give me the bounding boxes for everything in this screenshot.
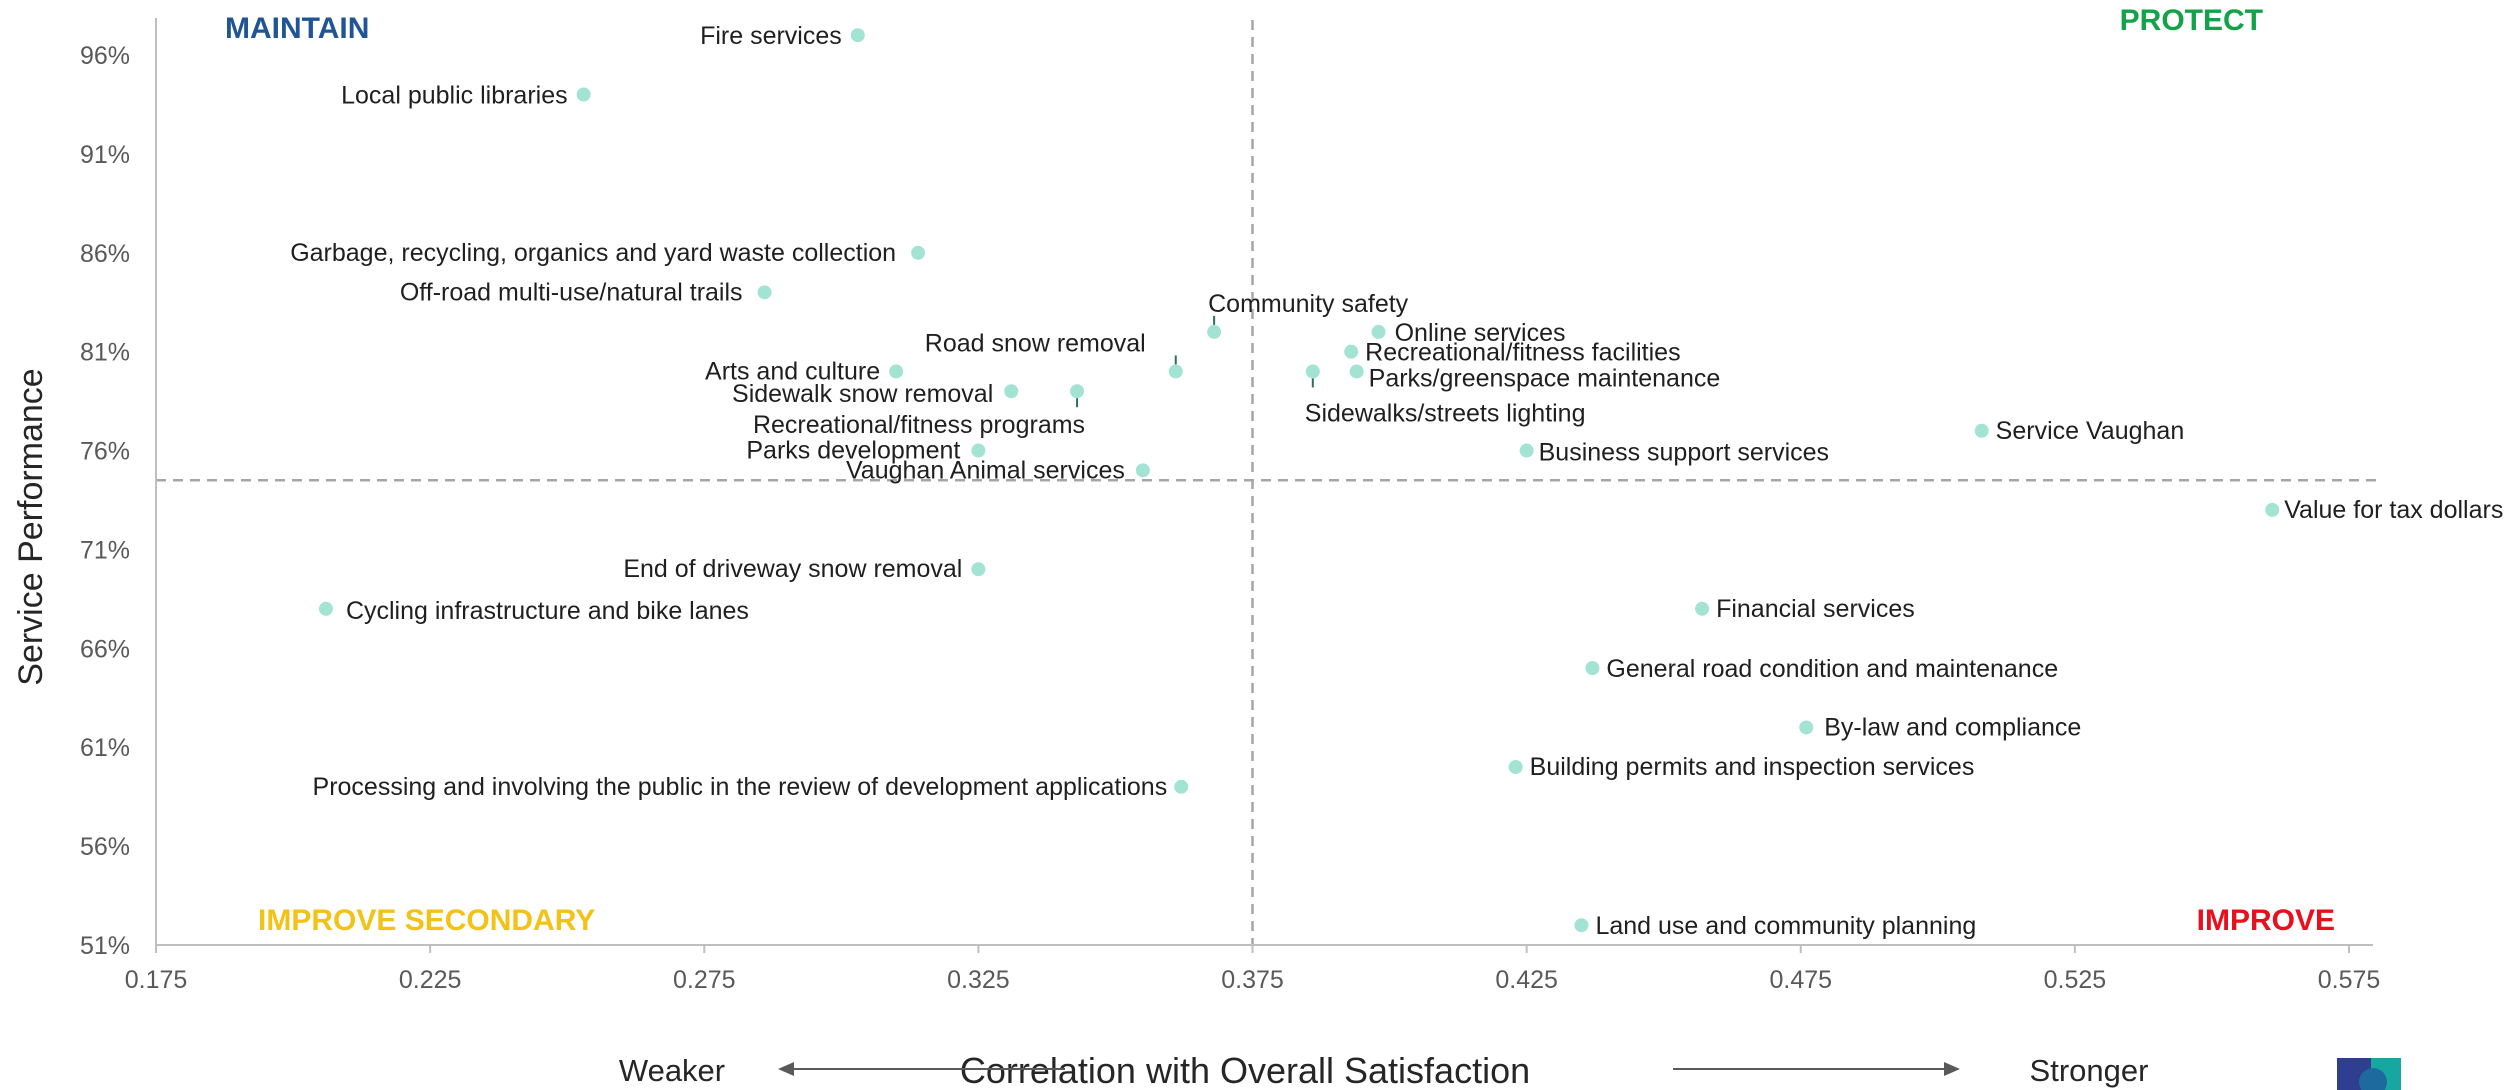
quadrant-label-protect: PROTECT bbox=[2120, 4, 2263, 37]
data-point-label: Building permits and inspection services bbox=[1530, 753, 1975, 781]
quadrant-label-improve: IMPROVE bbox=[2197, 904, 2335, 937]
data-point-label: Land use and community planning bbox=[1595, 912, 1976, 940]
quadrant-labels: MAINTAIN PROTECT IMPROVE SECONDARY IMPROVE bbox=[225, 4, 2335, 937]
data-point bbox=[889, 364, 904, 379]
data-point bbox=[1070, 384, 1085, 399]
data-point bbox=[1207, 324, 1222, 339]
data-point-label: By-law and compliance bbox=[1824, 713, 2081, 741]
reference-lines bbox=[156, 20, 2380, 945]
data-point-label: General road condition and maintenance bbox=[1606, 655, 2058, 683]
data-point bbox=[971, 562, 986, 577]
data-point-label: Sidewalks/streets lighting bbox=[1305, 399, 1586, 427]
x-tick-label: 0.525 bbox=[2044, 966, 2107, 994]
data-point-label: Recreational/fitness facilities bbox=[1365, 339, 1680, 367]
data-point bbox=[1974, 423, 1989, 438]
data-point-label: Local public libraries bbox=[341, 82, 568, 110]
y-tick-label: 96% bbox=[80, 42, 130, 70]
y-tick-label: 71% bbox=[80, 536, 130, 564]
x-tick-label: 0.575 bbox=[2318, 966, 2381, 994]
x-tick-label: 0.475 bbox=[1769, 966, 1832, 994]
x-tick-label: 0.325 bbox=[947, 966, 1010, 994]
data-point bbox=[1695, 601, 1710, 616]
data-point bbox=[1349, 364, 1364, 379]
data-point-label: End of driveway snow removal bbox=[623, 555, 962, 583]
data-point-label: Processing and involving the public in t… bbox=[313, 773, 1168, 801]
data-point-label: Vaughan Animal services bbox=[846, 456, 1125, 484]
data-point bbox=[757, 285, 772, 300]
data-point bbox=[1305, 364, 1320, 379]
data-point bbox=[1004, 384, 1019, 399]
data-point-label: Service Vaughan bbox=[1996, 417, 2185, 445]
x-tick-label: 0.275 bbox=[673, 966, 736, 994]
y-tick-label: 86% bbox=[80, 240, 130, 268]
quadrant-label-maintain: MAINTAIN bbox=[225, 12, 369, 45]
x-axis-weaker-label: Weaker bbox=[619, 1053, 725, 1088]
point-labels: Fire services Local public libraries Garba… bbox=[290, 22, 2503, 940]
x-axis-stronger-label: Stronger bbox=[2030, 1053, 2149, 1088]
data-point bbox=[1519, 443, 1534, 458]
data-point-label: Value for tax dollars bbox=[2284, 496, 2503, 524]
y-tick-label: 51% bbox=[80, 932, 130, 960]
data-point bbox=[1344, 344, 1359, 359]
data-point bbox=[1799, 720, 1814, 735]
x-tick-label: 0.175 bbox=[125, 966, 188, 994]
data-point-label: Parks/greenspace maintenance bbox=[1369, 364, 1721, 392]
data-point-label: Community safety bbox=[1208, 290, 1409, 318]
data-point-label: Online services bbox=[1395, 319, 1566, 347]
data-point bbox=[1371, 324, 1386, 339]
data-point bbox=[318, 601, 333, 616]
x-tick-labels: 0.175 0.225 0.275 0.325 0.375 0.425 0.475 0.525… bbox=[125, 945, 2381, 994]
y-tick-label: 91% bbox=[80, 141, 130, 169]
x-tick-label: 0.225 bbox=[399, 966, 462, 994]
quadrant-label-improve-secondary: IMPROVE SECONDARY bbox=[258, 904, 595, 937]
data-point-label: Off-road multi-use/natural trails bbox=[400, 278, 743, 306]
data-point bbox=[1585, 661, 1600, 676]
data-point-label: Fire services bbox=[700, 22, 842, 50]
data-point-label: Financial services bbox=[1716, 595, 1915, 623]
data-point bbox=[576, 87, 591, 102]
data-point bbox=[911, 245, 926, 260]
weaker-arrow bbox=[778, 1062, 1065, 1076]
data-point-label: Arts and culture bbox=[705, 357, 880, 385]
data-point bbox=[1135, 463, 1150, 478]
x-tick-label: 0.425 bbox=[1495, 966, 1558, 994]
y-tick-labels: 51% 56% 61% 66% 71% 76% 81% 86% 91% 96% bbox=[80, 42, 130, 960]
data-point-label: Cycling infrastructure and bike lanes bbox=[346, 597, 749, 625]
y-tick-label: 76% bbox=[80, 438, 130, 466]
data-point bbox=[971, 443, 986, 458]
data-point bbox=[1168, 364, 1183, 379]
data-point-label: Business support services bbox=[1539, 439, 1829, 467]
data-point-label: Recreational/fitness programs bbox=[753, 411, 1085, 439]
data-point bbox=[1174, 779, 1189, 794]
axes bbox=[155, 18, 2373, 946]
data-point-label: Sidewalk snow removal bbox=[732, 380, 993, 408]
y-tick-label: 61% bbox=[80, 734, 130, 762]
y-axis-title: Service Performance bbox=[12, 368, 50, 685]
y-tick-label: 66% bbox=[80, 635, 130, 663]
data-point bbox=[1574, 918, 1589, 933]
data-points bbox=[318, 28, 2280, 933]
x-tick-label: 0.375 bbox=[1221, 966, 1284, 994]
y-tick-label: 81% bbox=[80, 339, 130, 367]
y-tick-label: 56% bbox=[80, 833, 130, 861]
data-point-label: Road snow removal bbox=[925, 329, 1146, 357]
data-point bbox=[850, 28, 865, 43]
data-point-label: Garbage, recycling, organics and yard wa… bbox=[290, 239, 896, 267]
brand-logo-icon bbox=[2337, 1058, 2401, 1090]
stronger-arrow bbox=[1673, 1062, 1960, 1076]
data-point bbox=[1508, 760, 1523, 774]
data-point-label: Parks development bbox=[746, 437, 960, 465]
data-point bbox=[2265, 502, 2280, 517]
